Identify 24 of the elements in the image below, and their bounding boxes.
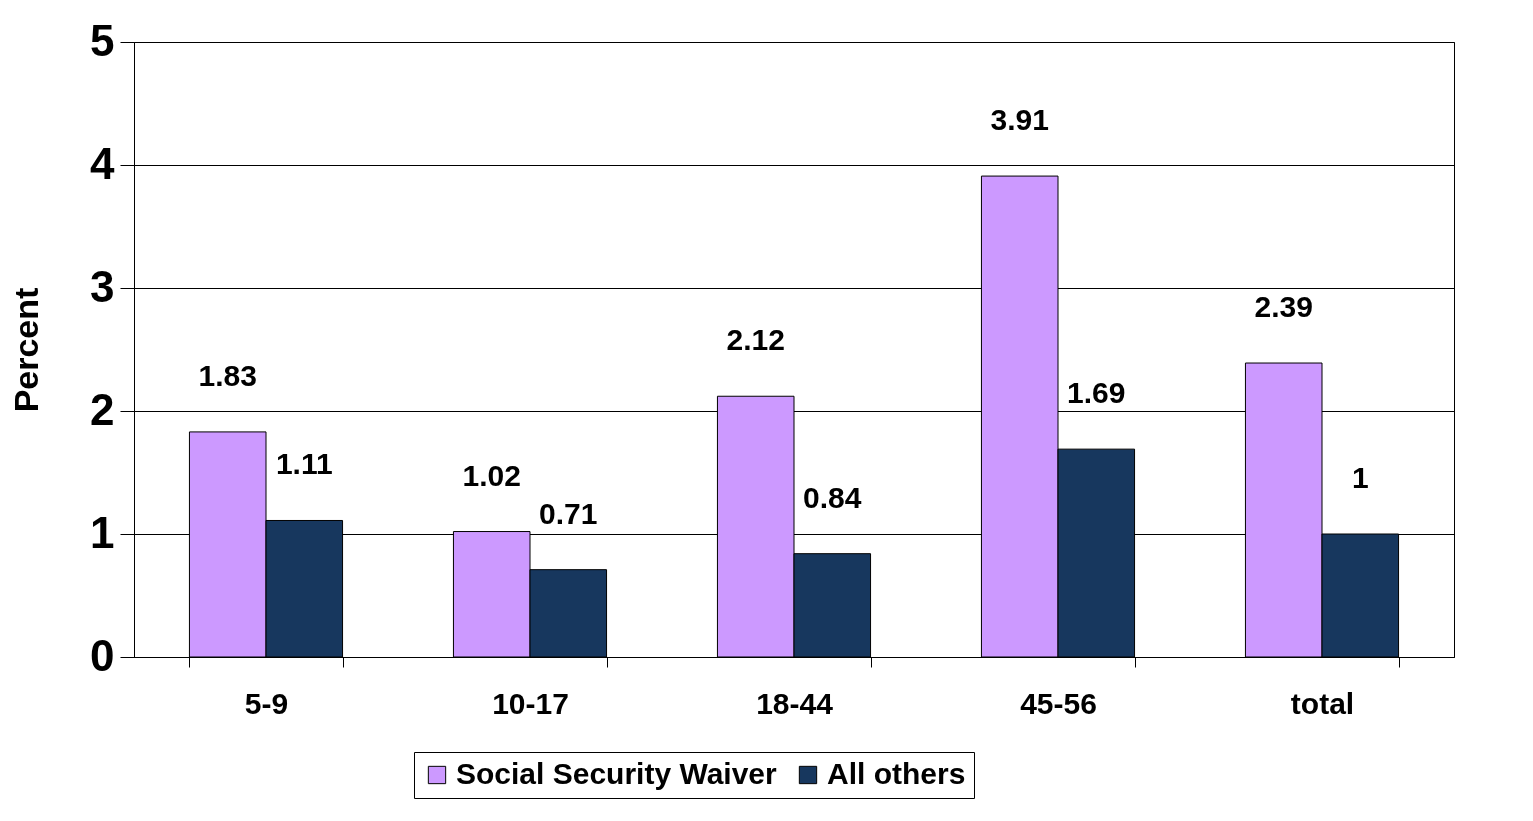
x-tick-label: 18-44 (756, 686, 834, 720)
y-tick-label: 5 (90, 15, 115, 65)
y-axis-title: Percent (7, 287, 46, 413)
data-label: 3.91 (990, 103, 1049, 137)
x-tick-label: 10-17 (492, 686, 569, 720)
y-tick-label: 0 (90, 630, 115, 680)
data-label: 0.84 (803, 480, 862, 514)
legend-label: Social Security Waiver (456, 757, 778, 790)
y-tick-label: 1 (90, 507, 115, 557)
x-tick-label: total (1290, 686, 1355, 720)
y-tick-label: 2 (90, 384, 115, 434)
data-label: 2.39 (1254, 290, 1313, 324)
y-tick-label: 3 (90, 261, 115, 311)
data-label: 0.71 (539, 496, 598, 530)
data-label: 1.83 (198, 358, 257, 392)
data-label: 1 (1351, 461, 1369, 494)
legend-label: All others (827, 757, 966, 790)
x-tick-label: 5-9 (244, 686, 289, 720)
data-label: 1.11 (275, 447, 333, 481)
data-label: 1.02 (462, 458, 521, 492)
x-tick-label: 45-56 (1020, 686, 1097, 720)
y-tick-label: 4 (90, 138, 116, 188)
data-label: 2.12 (726, 323, 785, 357)
data-label: 1.69 (1067, 376, 1126, 410)
